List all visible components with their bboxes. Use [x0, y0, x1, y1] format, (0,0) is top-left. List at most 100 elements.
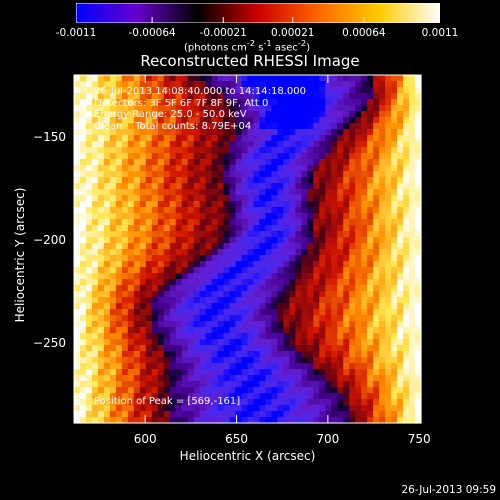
- heatmap-cell: [235, 195, 243, 202]
- heatmap-cell: [157, 273, 165, 280]
- heatmap-cell: [247, 183, 255, 190]
- heatmap-cell: [103, 381, 111, 388]
- heatmap-cell: [217, 93, 225, 100]
- heatmap-cell: [181, 369, 189, 376]
- heatmap-cell: [289, 417, 296, 424]
- heatmap-cell: [217, 333, 225, 340]
- info-line: Clean Total counts: 8.79E+04: [94, 120, 252, 132]
- heatmap-cell: [295, 207, 302, 214]
- heatmap-cell: [85, 201, 93, 208]
- heatmap-cell: [355, 309, 362, 316]
- heatmap-cell: [91, 93, 99, 100]
- heatmap-cell: [91, 183, 99, 190]
- heatmap-cell: [313, 279, 320, 286]
- heatmap-cell: [355, 195, 362, 202]
- heatmap-cell: [91, 243, 99, 250]
- heatmap-cell: [139, 225, 147, 232]
- heatmap-cell: [367, 345, 374, 352]
- heatmap-cell: [289, 129, 296, 136]
- heatmap-cell: [361, 267, 368, 274]
- heatmap-cell: [391, 117, 398, 124]
- heatmap-cell: [163, 237, 171, 244]
- heatmap-cell: [319, 213, 326, 220]
- heatmap-cell: [151, 141, 159, 148]
- heatmap-cell: [283, 87, 290, 94]
- heatmap-cell: [271, 165, 279, 172]
- heatmap-cell: [319, 333, 326, 340]
- heatmap-cell: [271, 183, 279, 190]
- heatmap-cell: [169, 267, 177, 274]
- heatmap-cell: [103, 315, 111, 322]
- heatmap-cell: [337, 123, 344, 130]
- heatmap-cell: [367, 153, 374, 160]
- heatmap-cell: [181, 93, 189, 100]
- heatmap-cell: [193, 183, 201, 190]
- heatmap-cell: [277, 147, 284, 154]
- heatmap-cell: [379, 387, 386, 394]
- heatmap-cell: [91, 141, 99, 148]
- heatmap-cell: [379, 213, 386, 220]
- heatmap-cell: [205, 219, 213, 226]
- heatmap-cell: [223, 333, 231, 340]
- heatmap-cell: [151, 231, 159, 238]
- heatmap-cell: [415, 129, 422, 136]
- heatmap-cell: [79, 327, 87, 334]
- heatmap-cell: [247, 357, 255, 364]
- heatmap-cell: [391, 327, 398, 334]
- heatmap-cell: [361, 117, 368, 124]
- heatmap-cell: [145, 351, 153, 358]
- heatmap-cell: [157, 177, 165, 184]
- heatmap-cell: [295, 417, 302, 424]
- heatmap-cell: [373, 171, 380, 178]
- heatmap-cell: [301, 393, 308, 400]
- heatmap-cell: [115, 225, 123, 232]
- heatmap-cell: [391, 339, 398, 346]
- heatmap-cell: [85, 129, 93, 136]
- heatmap-cell: [121, 315, 129, 322]
- heatmap-cell: [325, 231, 332, 238]
- heatmap-cell: [385, 285, 392, 292]
- heatmap-cell: [355, 231, 362, 238]
- heatmap-cell: [181, 351, 189, 358]
- heatmap-cell: [391, 369, 398, 376]
- heatmap-cell: [391, 183, 398, 190]
- heatmap-cell: [74, 399, 81, 406]
- heatmap-cell: [169, 171, 177, 178]
- heatmap-cell: [133, 81, 141, 88]
- heatmap-cell: [391, 87, 398, 94]
- heatmap-cell: [229, 297, 237, 304]
- heatmap-cell: [157, 381, 165, 388]
- heatmap-cell: [217, 285, 225, 292]
- colorbar-tick-label: 0.00021: [271, 27, 315, 39]
- heatmap-cell: [403, 327, 410, 334]
- heatmap-cell: [385, 195, 392, 202]
- heatmap-cell: [247, 291, 255, 298]
- heatmap-cell: [271, 417, 279, 424]
- heatmap-cell: [229, 123, 237, 130]
- heatmap-cell: [97, 417, 105, 424]
- heatmap-cell: [109, 417, 117, 424]
- heatmap-cell: [271, 411, 279, 418]
- heatmap-cell: [217, 381, 225, 388]
- heatmap-cell: [397, 279, 404, 286]
- heatmap-cell: [169, 411, 177, 418]
- heatmap-cell: [355, 345, 362, 352]
- heatmap-cell: [169, 81, 177, 88]
- heatmap-cell: [91, 345, 99, 352]
- heatmap-cell: [337, 363, 344, 370]
- heatmap-cell: [295, 363, 302, 370]
- heatmap-cell: [193, 321, 201, 328]
- heatmap-cell: [241, 147, 249, 154]
- heatmap-cell: [229, 381, 237, 388]
- heatmap-cell: [391, 243, 398, 250]
- heatmap-cell: [91, 207, 99, 214]
- heatmap-cell: [367, 207, 374, 214]
- heatmap-cell: [235, 387, 243, 394]
- heatmap-cell: [313, 267, 320, 274]
- heatmap-cell: [163, 399, 171, 406]
- heatmap-cell: [259, 99, 267, 106]
- heatmap-cell: [361, 261, 368, 268]
- heatmap-cell: [217, 123, 225, 130]
- heatmap-cell: [343, 243, 350, 250]
- heatmap-cell: [373, 405, 380, 412]
